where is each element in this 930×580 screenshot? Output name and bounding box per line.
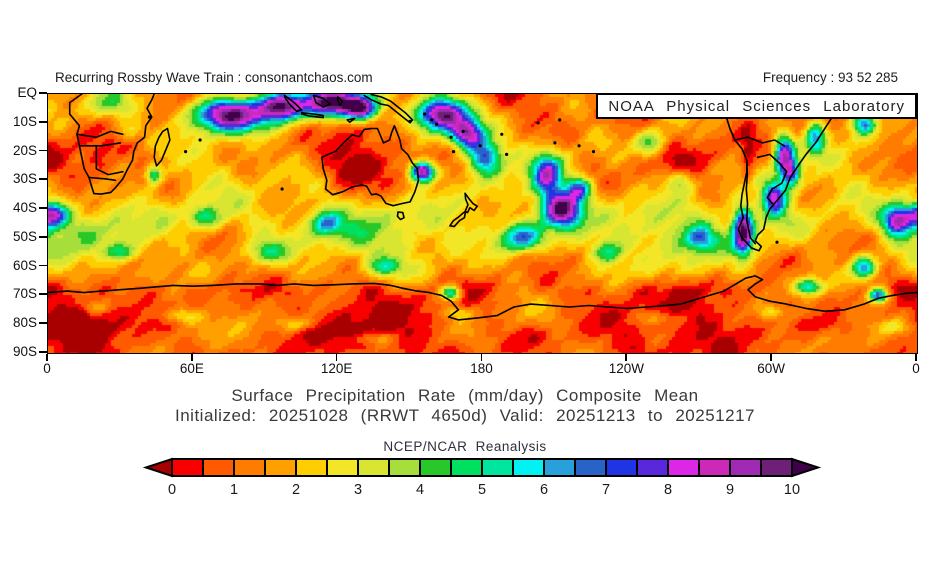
- y-tick-label: 50S: [12, 228, 37, 244]
- colorbar-segment: [481, 458, 514, 477]
- colorbar-segment: [636, 458, 669, 477]
- colorbar-segment: [202, 458, 235, 477]
- colorbar-tick-label: 5: [478, 482, 486, 498]
- colorbar-segment: [698, 458, 731, 477]
- colorbar-segment: [450, 458, 483, 477]
- colorbar-segment: [512, 458, 545, 477]
- x-tick-label: 60E: [179, 361, 204, 376]
- y-tick-label: 60S: [12, 257, 37, 273]
- x-tick-label: 0: [43, 361, 51, 376]
- y-tick-label: 20S: [12, 142, 37, 158]
- colorbar-tick-label: 4: [416, 482, 424, 498]
- colorbar-tick-label: 7: [602, 482, 610, 498]
- y-tick-mark: [39, 264, 47, 267]
- y-tick-label: 90S: [12, 344, 37, 359]
- y-tick-label: EQ: [17, 85, 37, 100]
- header-left-text: Recurring Rossby Wave Train : consonantc…: [55, 70, 373, 85]
- noaa-psl-badge: NOAA Physical Sciences Laboratory: [596, 93, 917, 119]
- colorbar-tick-label: 8: [664, 482, 672, 498]
- colorbar-segment: [388, 458, 421, 477]
- colorbar-tick-label: 2: [292, 482, 300, 498]
- colorbar-under-arrow: [142, 457, 173, 478]
- colorbar-segment: [574, 458, 607, 477]
- colorbar-over-arrow: [791, 457, 822, 478]
- x-tick-label: 0: [912, 361, 920, 376]
- x-tick-mark: [770, 353, 772, 361]
- colorbar-segment: [760, 458, 793, 477]
- y-tick-label: 30S: [12, 171, 37, 187]
- colorbar-segment: [295, 458, 328, 477]
- colorbar-segment: [729, 458, 762, 477]
- colorbar-segment: [605, 458, 638, 477]
- x-tick-mark: [915, 353, 917, 361]
- y-tick-mark: [39, 351, 47, 353]
- x-tick-label: 120W: [608, 361, 644, 376]
- y-tick-mark: [39, 178, 47, 181]
- colorbar-segment: [171, 458, 204, 477]
- colorbar-segment: [233, 458, 266, 477]
- colorbar-tick-label: 9: [726, 482, 734, 498]
- colorbar-tick-label: 6: [540, 482, 548, 498]
- y-tick-label: 40S: [12, 200, 37, 216]
- colorbar-segment: [326, 458, 359, 477]
- y-tick-mark: [39, 92, 47, 94]
- colorbar-tick-label: 0: [168, 482, 176, 498]
- y-tick-mark: [39, 322, 47, 325]
- colorbar-segment: [264, 458, 297, 477]
- x-tick-mark: [335, 353, 338, 361]
- y-tick-mark: [39, 235, 47, 238]
- colorbar-segment: [543, 458, 576, 477]
- colorbar-source-label: NCEP/NCAR Reanalysis: [383, 439, 547, 454]
- x-tick-label: 120E: [320, 361, 353, 376]
- y-tick-mark: [39, 293, 47, 296]
- colorbar-segment: [357, 458, 390, 477]
- x-tick-label: 180: [470, 361, 493, 376]
- colorbar-segment: [667, 458, 700, 477]
- colorbar-tick-label: 1: [230, 482, 238, 498]
- colorbar-tick-label: 3: [354, 482, 362, 498]
- colorbar-tick-label: 10: [784, 482, 800, 498]
- header-frequency-text: Frequency : 93 52 285: [762, 70, 898, 85]
- precipitation-heatmap-canvas: [48, 94, 917, 353]
- chart-subtitle: Initialized: 20251028 (RRWT 4650d) Valid…: [175, 406, 755, 425]
- x-tick-mark: [46, 353, 48, 361]
- y-tick-label: 10S: [12, 113, 37, 129]
- colorbar: 0 1 2 3 4 5 6 7 8 9 10: [142, 457, 822, 498]
- map-plot-area: [47, 93, 918, 354]
- x-tick-mark: [190, 353, 193, 361]
- y-tick-mark: [39, 120, 47, 123]
- y-tick-label: 70S: [12, 286, 37, 302]
- colorbar-segment: [419, 458, 452, 477]
- y-tick-label: 80S: [12, 315, 37, 331]
- x-tick-mark: [480, 353, 483, 361]
- chart-title: Surface Precipitation Rate (mm/day) Comp…: [231, 386, 699, 405]
- y-tick-mark: [39, 149, 47, 152]
- x-tick-mark: [625, 353, 628, 361]
- x-tick-label: 60W: [757, 361, 786, 376]
- y-tick-mark: [39, 207, 47, 209]
